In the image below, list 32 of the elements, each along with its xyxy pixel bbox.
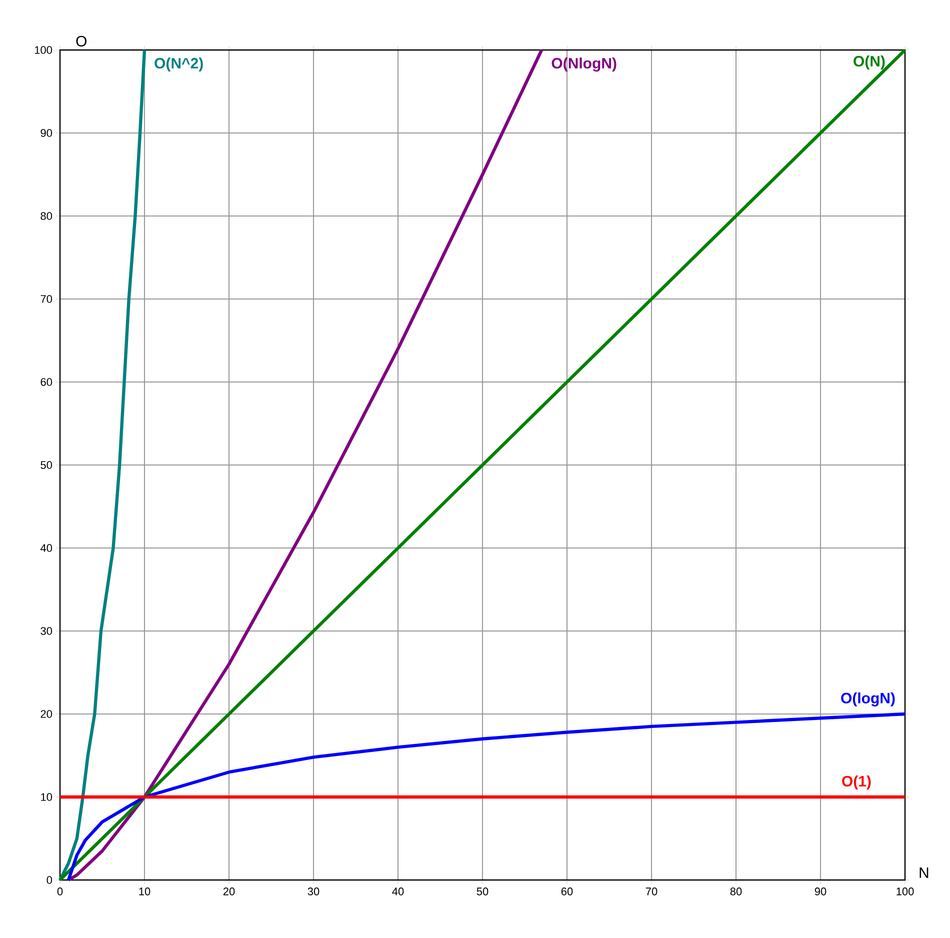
y-tick-label: 50 xyxy=(40,461,52,469)
series-label: O(N^2) xyxy=(154,58,203,72)
line-series xyxy=(66,712,907,882)
y-tick-label: 80 xyxy=(40,212,52,220)
x-tick-label: 100 xyxy=(896,888,914,896)
y-tick-label: 40 xyxy=(40,544,52,552)
x-tick-label: 50 xyxy=(476,888,488,896)
y-tick-label: 90 xyxy=(40,129,52,137)
x-tick-label: 90 xyxy=(814,888,826,896)
x-tick-label: 40 xyxy=(392,888,404,896)
x-tick-label: 20 xyxy=(223,888,235,896)
x-tick-label: 80 xyxy=(730,888,742,896)
y-axis-title: O xyxy=(76,36,86,46)
x-tick-label: 30 xyxy=(308,888,320,896)
y-tick-label: 20 xyxy=(40,710,52,718)
x-axis-title: N xyxy=(920,868,928,878)
y-tick-label: 30 xyxy=(40,627,52,635)
y-tick-label: 10 xyxy=(41,793,52,801)
x-tick-label: 70 xyxy=(646,888,658,896)
series-label: O(logN) xyxy=(841,692,895,706)
y-tick-label: 70 xyxy=(40,295,52,303)
series-label: O(1) xyxy=(842,775,871,790)
y-tick-label: 100 xyxy=(34,46,52,54)
series-label: O(N) xyxy=(854,56,885,70)
y-tick-label: 60 xyxy=(40,378,52,386)
x-tick-label: 0 xyxy=(57,888,63,896)
line-series xyxy=(66,48,544,882)
y-tick-label: 0 xyxy=(46,876,52,884)
x-tick-label: 10 xyxy=(139,888,150,896)
line-series xyxy=(58,48,146,882)
x-tick-label: 60 xyxy=(561,888,573,896)
series-label: O(NlogN) xyxy=(552,58,616,72)
